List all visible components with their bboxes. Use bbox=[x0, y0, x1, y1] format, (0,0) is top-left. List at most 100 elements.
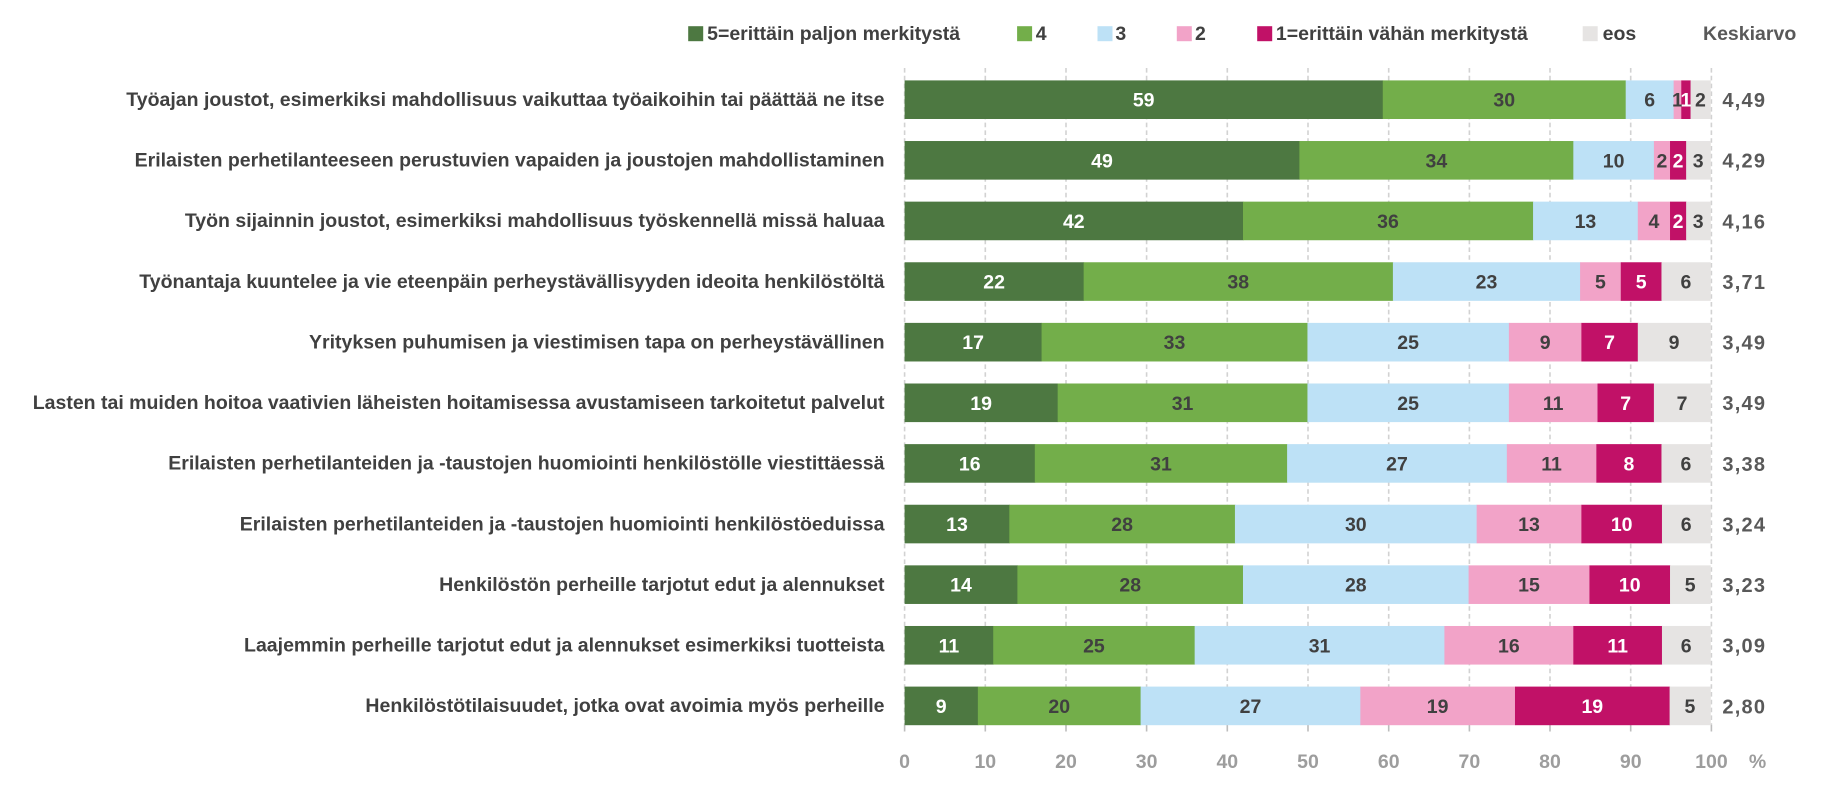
svg-text:1: 1 bbox=[1672, 90, 1683, 112]
svg-text:3: 3 bbox=[1115, 23, 1126, 45]
svg-text:30: 30 bbox=[1136, 751, 1158, 773]
svg-text:6: 6 bbox=[1681, 635, 1692, 657]
svg-text:25: 25 bbox=[1083, 635, 1105, 657]
svg-text:10: 10 bbox=[1611, 514, 1633, 536]
svg-text:6: 6 bbox=[1680, 453, 1691, 475]
svg-text:16: 16 bbox=[1498, 635, 1520, 657]
svg-text:19: 19 bbox=[1427, 696, 1449, 718]
svg-text:17: 17 bbox=[962, 332, 984, 354]
svg-text:5: 5 bbox=[1636, 272, 1647, 294]
svg-text:27: 27 bbox=[1240, 696, 1262, 718]
svg-text:6: 6 bbox=[1680, 272, 1691, 294]
svg-text:5=erittäin paljon merkitystä: 5=erittäin paljon merkitystä bbox=[707, 23, 960, 45]
svg-text:1=erittäin vähän merkitystä: 1=erittäin vähän merkitystä bbox=[1276, 23, 1528, 45]
svg-text:4: 4 bbox=[1036, 23, 1047, 45]
svg-text:15: 15 bbox=[1518, 575, 1540, 597]
svg-text:59: 59 bbox=[1133, 90, 1155, 112]
svg-text:13: 13 bbox=[946, 514, 968, 536]
svg-text:4,16: 4,16 bbox=[1722, 211, 1766, 233]
svg-text:10: 10 bbox=[1619, 575, 1641, 597]
svg-text:25: 25 bbox=[1397, 393, 1419, 415]
svg-text:5: 5 bbox=[1595, 272, 1606, 294]
svg-text:11: 11 bbox=[1541, 453, 1562, 475]
svg-text:2: 2 bbox=[1195, 23, 1206, 45]
svg-text:3,49: 3,49 bbox=[1722, 393, 1766, 415]
svg-text:10: 10 bbox=[974, 751, 996, 773]
svg-text:0: 0 bbox=[899, 751, 910, 773]
svg-text:3,38: 3,38 bbox=[1722, 454, 1766, 476]
svg-text:6: 6 bbox=[1644, 90, 1655, 112]
svg-text:33: 33 bbox=[1164, 332, 1186, 354]
svg-text:Erilaisten perhetilanteiden ja: Erilaisten perhetilanteiden ja -taustoje… bbox=[240, 513, 885, 535]
svg-text:30: 30 bbox=[1345, 514, 1367, 536]
svg-text:31: 31 bbox=[1309, 635, 1331, 657]
svg-text:2,80: 2,80 bbox=[1722, 696, 1766, 718]
svg-text:Laajemmin perheille tarjotut e: Laajemmin perheille tarjotut edut ja ale… bbox=[244, 635, 885, 657]
svg-text:28: 28 bbox=[1345, 575, 1367, 597]
svg-text:11: 11 bbox=[1607, 635, 1628, 657]
svg-text:7: 7 bbox=[1677, 393, 1688, 415]
svg-text:4,29: 4,29 bbox=[1722, 151, 1766, 173]
svg-text:42: 42 bbox=[1063, 211, 1085, 233]
svg-text:13: 13 bbox=[1518, 514, 1540, 536]
svg-text:31: 31 bbox=[1172, 393, 1194, 415]
svg-text:11: 11 bbox=[939, 635, 960, 657]
svg-text:30: 30 bbox=[1493, 90, 1515, 112]
svg-text:49: 49 bbox=[1091, 150, 1113, 172]
svg-text:6: 6 bbox=[1681, 514, 1692, 536]
svg-text:1: 1 bbox=[1681, 90, 1692, 112]
svg-text:2: 2 bbox=[1673, 150, 1684, 172]
svg-text:2: 2 bbox=[1695, 90, 1706, 112]
svg-text:31: 31 bbox=[1150, 453, 1172, 475]
svg-text:11: 11 bbox=[1543, 393, 1564, 415]
svg-text:5: 5 bbox=[1685, 575, 1696, 597]
svg-text:36: 36 bbox=[1377, 211, 1399, 233]
svg-text:27: 27 bbox=[1386, 453, 1408, 475]
svg-text:16: 16 bbox=[959, 453, 981, 475]
svg-text:2: 2 bbox=[1657, 150, 1668, 172]
svg-text:Työnantaja kuuntelee ja vie et: Työnantaja kuuntelee ja vie eteenpäin pe… bbox=[139, 271, 884, 293]
svg-text:50: 50 bbox=[1297, 751, 1319, 773]
svg-text:Henkilöstön perheille tarjotut: Henkilöstön perheille tarjotut edut ja a… bbox=[439, 574, 885, 596]
svg-text:13: 13 bbox=[1575, 211, 1597, 233]
svg-text:Yrityksen puhumisen ja viestim: Yrityksen puhumisen ja viestimisen tapa … bbox=[309, 331, 884, 353]
svg-text:%: % bbox=[1749, 751, 1766, 773]
svg-text:Erilaisten perhetilanteeseen p: Erilaisten perhetilanteeseen perustuvien… bbox=[135, 150, 885, 172]
svg-text:7: 7 bbox=[1620, 393, 1631, 415]
svg-text:34: 34 bbox=[1426, 150, 1448, 172]
svg-text:70: 70 bbox=[1459, 751, 1481, 773]
svg-text:8: 8 bbox=[1623, 453, 1634, 475]
svg-text:Erilaisten perhetilanteiden ja: Erilaisten perhetilanteiden ja -taustoje… bbox=[168, 453, 884, 475]
svg-text:4,49: 4,49 bbox=[1722, 90, 1766, 112]
svg-text:80: 80 bbox=[1539, 751, 1561, 773]
svg-text:9: 9 bbox=[1669, 332, 1680, 354]
svg-text:10: 10 bbox=[1603, 150, 1625, 172]
svg-text:Työn sijainnin joustot, esimer: Työn sijainnin joustot, esimerkiksi mahd… bbox=[185, 210, 885, 232]
svg-text:60: 60 bbox=[1378, 751, 1400, 773]
svg-text:3: 3 bbox=[1693, 150, 1704, 172]
svg-text:Lasten tai muiden hoitoa vaati: Lasten tai muiden hoitoa vaativien lähei… bbox=[33, 392, 885, 414]
svg-text:eos: eos bbox=[1603, 23, 1637, 45]
svg-text:100: 100 bbox=[1695, 751, 1728, 773]
svg-text:22: 22 bbox=[983, 272, 1005, 294]
svg-text:9: 9 bbox=[936, 696, 947, 718]
svg-text:3,23: 3,23 bbox=[1722, 575, 1766, 597]
svg-text:90: 90 bbox=[1620, 751, 1642, 773]
svg-text:3,09: 3,09 bbox=[1722, 636, 1766, 658]
svg-text:28: 28 bbox=[1119, 575, 1141, 597]
svg-text:40: 40 bbox=[1216, 751, 1238, 773]
svg-text:Työajan joustot, esimerkiksi m: Työajan joustot, esimerkiksi mahdollisuu… bbox=[126, 89, 884, 111]
svg-text:2: 2 bbox=[1673, 211, 1684, 233]
svg-text:4: 4 bbox=[1648, 211, 1659, 233]
svg-text:19: 19 bbox=[970, 393, 992, 415]
svg-text:14: 14 bbox=[950, 575, 972, 597]
svg-text:20: 20 bbox=[1048, 696, 1070, 718]
svg-text:7: 7 bbox=[1604, 332, 1615, 354]
svg-text:28: 28 bbox=[1111, 514, 1133, 536]
svg-text:23: 23 bbox=[1476, 272, 1498, 294]
svg-text:3: 3 bbox=[1693, 211, 1704, 233]
svg-text:3,71: 3,71 bbox=[1722, 272, 1766, 294]
svg-text:25: 25 bbox=[1397, 332, 1419, 354]
svg-text:3,24: 3,24 bbox=[1722, 514, 1766, 536]
svg-text:20: 20 bbox=[1055, 751, 1077, 773]
